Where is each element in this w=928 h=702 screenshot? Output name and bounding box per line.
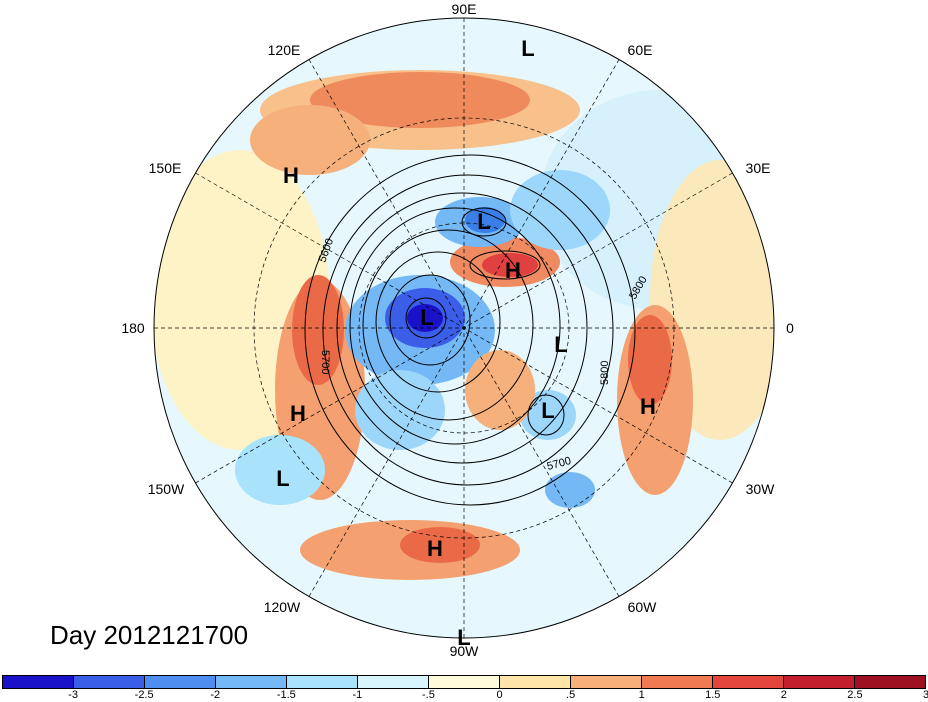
contour-label: 5800 [599,361,611,385]
colorbar-swatch [358,676,429,688]
map-border [153,17,775,639]
colorbar-swatch [855,676,925,688]
lon-label-120w: 120W [264,599,301,615]
lon-label-60w: 60W [628,599,658,615]
colorbar-tick-label: 1.5 [705,689,721,701]
high-center-marker: H [640,394,656,419]
colorbar-tick-label: -3 [68,689,78,701]
lon-label-90e: 90E [452,1,477,17]
colorbar-tick-label: -.5 [422,689,435,701]
high-center-marker: H [290,401,306,426]
date-label: Day 2012121700 [50,620,249,650]
height-contours [304,154,636,506]
anomaly-field [154,18,774,638]
lon-label-30e: 30E [746,160,771,176]
low-center-marker: L [541,398,554,423]
colorbar-tick-label: 1 [638,689,645,701]
high-center-marker: H [427,536,443,561]
lon-label-180: 180 [121,320,145,336]
colorbar-swatch [3,676,74,688]
colorbar-tick-label: -2.5 [134,689,154,701]
low-center-marker: L [521,36,534,61]
lon-label-30w: 30W [746,481,776,497]
graticule [154,18,774,638]
colorbar-swatch [642,676,713,688]
colorbar [2,675,926,689]
polar-map: 90E 60E 30E 0 30W 60W 90W 120W 150W 180 … [121,1,794,659]
lon-label-120e: 120E [268,42,301,58]
high-center-marker: H [283,163,299,188]
low-center-marker: L [477,209,490,234]
colorbar-tick-label: 2 [780,689,787,701]
low-center-marker: L [554,332,567,357]
contour-label: 5700 [319,350,331,374]
colorbar-swatch [287,676,358,688]
lon-label-60e: 60E [628,42,653,58]
colorbar-tick-label: 0 [496,689,503,701]
colorbar-ticks: -3 -2.5 -2 -1.5 -1 -.5 0 .5 1 1.5 2 2.5 3 [0,689,928,702]
colorbar-swatch [500,676,571,688]
colorbar-swatch [713,676,784,688]
low-center-marker: L [420,305,433,330]
lon-label-90w: 90W [450,643,480,659]
colorbar-tick-label: .5 [566,689,576,701]
colorbar-tick-label: 3 [922,689,928,701]
low-center-marker: L [276,466,289,491]
colorbar-swatch [429,676,500,688]
low-center-marker: L [457,625,470,650]
colorbar-tick-label: -1 [352,689,363,701]
colorbar-swatch [571,676,642,688]
colorbar-tick-label: -2 [210,689,221,701]
high-center-marker: H [505,258,521,283]
colorbar-swatch [216,676,287,688]
lon-label-150w: 150W [148,481,185,497]
lon-label-0: 0 [786,320,794,336]
colorbar-swatch [145,676,216,688]
lon-label-150e: 150E [149,160,182,176]
colorbar-swatch [784,676,855,688]
colorbar-tick-label: -1.5 [276,689,296,701]
colorbar-swatch [74,676,145,688]
colorbar-tick-label: 2.5 [847,689,863,701]
